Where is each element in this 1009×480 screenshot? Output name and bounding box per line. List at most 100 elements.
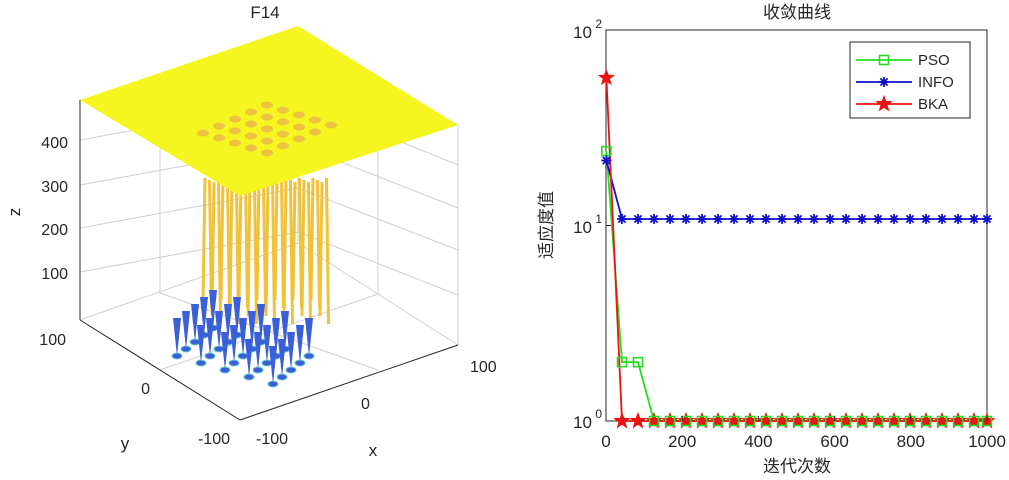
spike-tip — [233, 297, 241, 335]
point-bka — [757, 411, 775, 429]
surface-dimple — [229, 139, 241, 147]
point-bka — [773, 411, 791, 429]
surface-dimples — [197, 101, 337, 157]
point-pso — [920, 415, 932, 427]
point-bka — [661, 411, 679, 429]
point-bka — [885, 411, 903, 429]
x-tick-label-200: 200 — [668, 432, 696, 451]
point-bka — [629, 411, 647, 429]
spike-strip — [217, 177, 222, 325]
point-bka — [901, 411, 919, 429]
spike-tip — [191, 304, 199, 342]
spike-tip — [287, 332, 295, 370]
point-bka — [709, 411, 727, 429]
surface-axes — [79, 100, 459, 421]
surface-dimple — [261, 149, 273, 157]
point-pso — [696, 415, 708, 427]
x-tick-label-0: 0 — [601, 432, 610, 451]
spike-tip — [230, 325, 238, 363]
spike-tip — [263, 325, 271, 363]
svg-text:2: 2 — [595, 17, 602, 31]
spike-strip — [271, 177, 276, 325]
spike-strip — [255, 177, 261, 301]
legend: PSO INFO BKA — [849, 41, 971, 119]
spike-base — [243, 373, 255, 381]
point-info — [761, 213, 772, 224]
legend-box — [849, 41, 971, 119]
point-bka — [917, 411, 935, 429]
surface-plot-title: F14 — [250, 3, 279, 22]
spike-base — [219, 366, 231, 374]
legend-marker-bka — [875, 94, 893, 112]
z-tick-300: 300 — [41, 179, 68, 196]
point-bka — [645, 411, 663, 429]
x-ticks: 0 200 400 600 800 1000 — [601, 416, 1006, 451]
point-info — [982, 213, 992, 224]
point-bka — [789, 411, 807, 429]
point-pso — [888, 415, 900, 427]
y-tick-0: 0 — [141, 381, 150, 398]
spike-strip — [282, 177, 288, 317]
point-info — [681, 213, 692, 224]
spike-strip — [253, 181, 258, 325]
spike-strip — [291, 181, 297, 301]
point-pso — [664, 415, 676, 427]
surface-dimple — [293, 123, 305, 131]
svg-text:10: 10 — [573, 23, 592, 42]
spike-tip — [281, 311, 289, 349]
surface-plot: F14 — [5, 3, 497, 460]
spike-base — [213, 345, 225, 353]
y-tick-marks — [606, 29, 611, 422]
z-axis-label: z — [5, 208, 24, 217]
spike-base — [180, 345, 192, 353]
spike-tip — [173, 318, 181, 356]
x-tick-label-600: 600 — [820, 432, 848, 451]
point-info — [937, 213, 948, 224]
spike-strip — [246, 179, 252, 317]
point-bka — [677, 411, 695, 429]
x-tick-0: 0 — [361, 396, 370, 413]
x-tick-label-800: 800 — [897, 432, 925, 451]
spike-strip — [201, 177, 207, 301]
spike-tip — [254, 332, 262, 370]
spike-strip — [318, 181, 324, 317]
point-bka — [949, 411, 967, 429]
point-pso — [760, 415, 772, 427]
point-bka — [725, 411, 743, 429]
point-info — [633, 213, 644, 224]
legend-label-bka: BKA — [918, 96, 948, 113]
surface-dimple — [277, 106, 289, 114]
surface-dimple — [213, 134, 225, 142]
point-pso — [904, 415, 916, 427]
point-info — [873, 213, 884, 224]
surface-dimple — [277, 130, 289, 138]
point-pso — [776, 415, 788, 427]
spike-strip — [309, 177, 315, 301]
point-bka — [869, 411, 887, 429]
surface-dimple — [293, 135, 305, 143]
spike-base — [171, 352, 183, 360]
spike-strip — [325, 177, 330, 325]
x-tick-label-400: 400 — [744, 432, 772, 451]
spike-tip — [272, 318, 280, 356]
point-pso — [968, 415, 980, 427]
point-bka — [805, 411, 823, 429]
point-pso — [616, 356, 628, 368]
spike-base — [237, 352, 249, 360]
svg-text:10: 10 — [573, 218, 592, 237]
surface-dimple — [245, 120, 257, 128]
spike-tip — [257, 304, 265, 342]
y-tick-1e2: 10 2 — [573, 17, 602, 42]
surface-dimple — [261, 125, 273, 133]
spike-tip — [206, 318, 214, 356]
point-pso — [808, 415, 820, 427]
spike-base — [189, 338, 201, 346]
point-info — [697, 213, 708, 224]
surface-top-plane — [80, 26, 458, 196]
spike-strip — [307, 181, 312, 325]
legend-label-pso: PSO — [918, 52, 950, 69]
point-pso — [856, 415, 868, 427]
point-pso — [712, 415, 724, 427]
spike-tip — [224, 304, 232, 342]
